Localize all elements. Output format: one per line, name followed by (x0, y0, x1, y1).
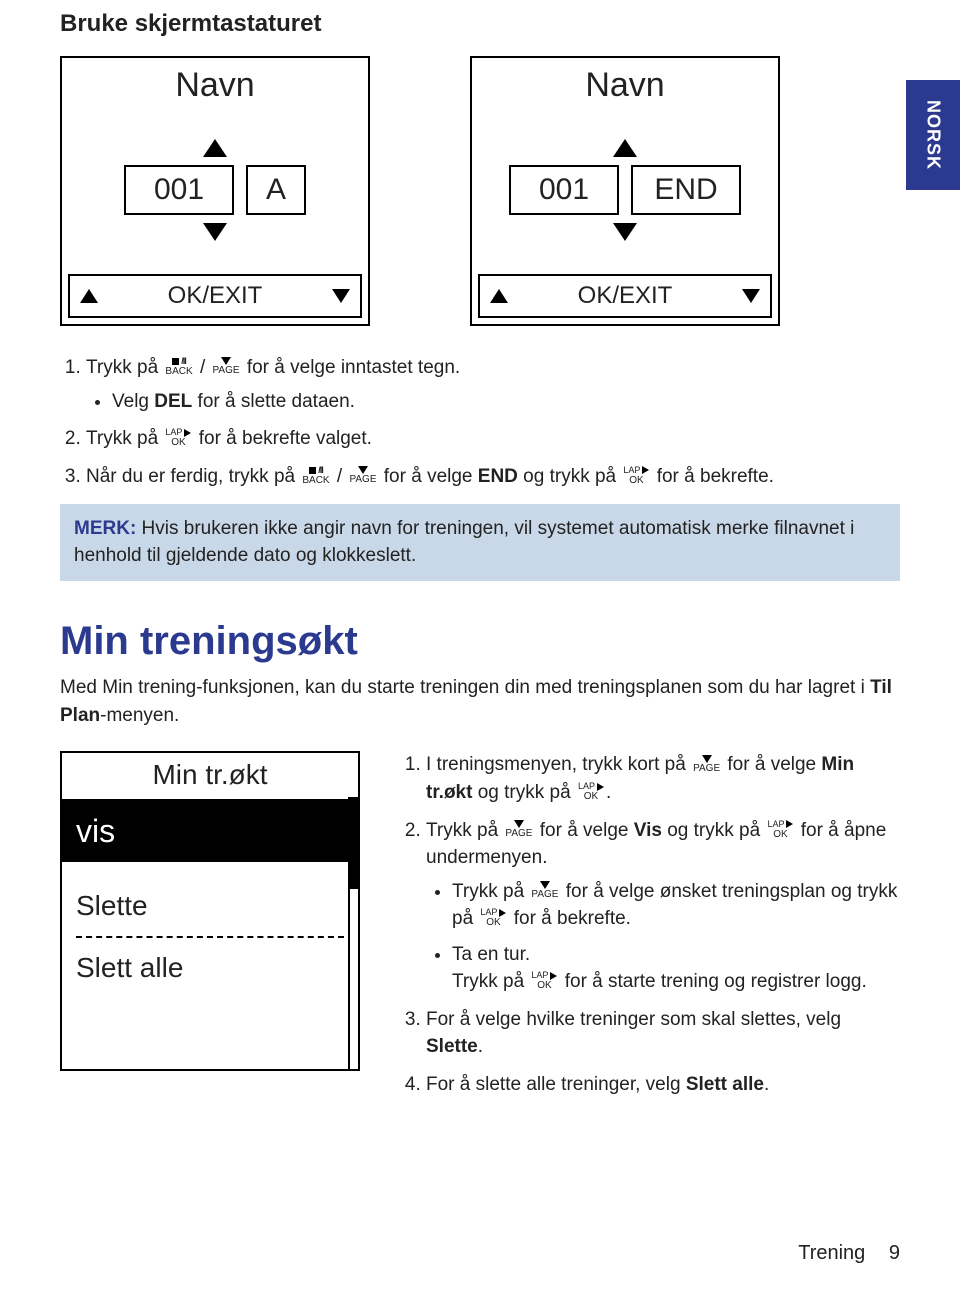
menu-item-slette: Slette (62, 880, 358, 932)
page-button-icon: PAGE (213, 357, 240, 376)
instruction-1: Trykk på /IIBACK / PAGE for å velge innt… (86, 354, 900, 415)
screen-b-char: END (631, 165, 741, 215)
up-arrow-icon (490, 289, 508, 303)
note-box: MERK: Hvis brukeren ikke angir navn for … (60, 504, 900, 581)
section-heading-workout: Min treningsøkt (60, 619, 900, 664)
section-title-keyboard: Bruke skjermtastaturet (60, 10, 900, 38)
instruction-2: Trykk på LAPOK for å bekrefte valget. (86, 425, 900, 453)
text: for å velge inntastet tegn. (247, 357, 460, 378)
text: for å velge (540, 820, 634, 841)
text: Ta en tur. (452, 944, 530, 965)
text: Trykk på (86, 428, 163, 449)
down-arrow-icon (332, 289, 350, 303)
screen-b-title: Navn (478, 66, 772, 105)
language-tab: NORSK (906, 80, 960, 190)
text: Velg (112, 391, 154, 412)
menu-item-vis: vis (62, 801, 358, 862)
page-number: 9 (889, 1242, 900, 1264)
page-button-icon: PAGE (349, 466, 376, 485)
lap-ok-button-icon: LAPOK (480, 908, 506, 928)
text: For å slette alle treninger, velg (426, 1074, 686, 1095)
del-label: DEL (154, 391, 192, 412)
screen-name-a: Navn 001 A OK/EXIT (60, 56, 370, 326)
page-button-icon: PAGE (531, 881, 558, 900)
menu-title: Min tr.økt (62, 753, 358, 799)
lap-ok-button-icon: LAPOK (767, 820, 793, 840)
lap-ok-button-icon: LAPOK (578, 782, 604, 802)
text: Trykk på (86, 357, 163, 378)
down-arrow-icon (613, 223, 637, 241)
workout-step-4: For å slette alle treninger, velg Slett … (426, 1071, 900, 1099)
screen-a-title: Navn (68, 66, 362, 105)
text: Trykk på (426, 820, 503, 841)
workout-lead: Med Min trening-funksjonen, kan du start… (60, 674, 900, 729)
screen-name-b: Navn 001 END OK/EXIT (470, 56, 780, 326)
lap-ok-button-icon: LAPOK (531, 971, 557, 991)
text: for å starte trening og registrer logg. (565, 971, 867, 992)
text: I treningsmenyen, trykk kort på (426, 754, 691, 775)
text: for å velge (384, 466, 478, 487)
workout-step-2-sub1: Trykk på PAGE for å velge ønsket trening… (452, 878, 900, 933)
keyboard-screens: Navn 001 A OK/EXIT Navn 001 END (60, 56, 900, 326)
screen-a-okexit: OK/EXIT (68, 274, 362, 318)
instruction-1-sub: Velg DEL for å slette dataen. (112, 388, 900, 416)
slash: / (200, 357, 205, 378)
text: Trykk på (452, 971, 529, 992)
workout-step-3: For å velge hvilke treninger som skal sl… (426, 1006, 900, 1061)
text: . (764, 1074, 769, 1095)
dashed-separator (76, 936, 344, 938)
menu-item-slett-alle: Slett alle (62, 942, 358, 994)
screen-b-number: 001 (509, 165, 619, 215)
menu-scrollbar (348, 797, 358, 1069)
text: for å velge (727, 754, 821, 775)
lap-ok-button-icon: LAPOK (623, 466, 649, 486)
page-footer: Trening 9 (798, 1242, 900, 1265)
up-arrow-icon (203, 139, 227, 157)
okexit-label: OK/EXIT (168, 282, 263, 310)
slettalle-label: Slett alle (686, 1074, 764, 1095)
screen-b-okexit: OK/EXIT (478, 274, 772, 318)
note-label: MERK: (74, 518, 136, 539)
text: og trykk på (518, 466, 622, 487)
workout-step-2: Trykk på PAGE for å velge Vis og trykk p… (426, 817, 900, 996)
text: Med Min trening-funksjonen, kan du start… (60, 677, 870, 698)
down-arrow-icon (203, 223, 227, 241)
text: . (606, 782, 611, 803)
text: For å velge hvilke treninger som skal sl… (426, 1009, 841, 1030)
text: for å bekrefte. (514, 908, 631, 929)
text: og trykk på (472, 782, 576, 803)
slette-label: Slette (426, 1036, 478, 1057)
text: for å slette dataen. (192, 391, 355, 412)
text: for å bekrefte valget. (199, 428, 372, 449)
back-button-icon: /IIBACK (302, 466, 329, 486)
text: for å bekrefte. (657, 466, 774, 487)
text: og trykk på (662, 820, 766, 841)
keyboard-instructions: Trykk på /IIBACK / PAGE for å velge innt… (60, 354, 900, 490)
menu-screen: Min tr.økt vis Slette Slett alle (60, 751, 360, 1071)
end-label: END (478, 466, 518, 487)
footer-label: Trening (798, 1242, 865, 1264)
workout-step-2-sub2: Ta en tur. Trykk på LAPOK for å starte t… (452, 941, 900, 996)
text: Når du er ferdig, trykk på (86, 466, 300, 487)
vis-label: Vis (634, 820, 662, 841)
lap-ok-button-icon: LAPOK (165, 428, 191, 448)
text: Trykk på (452, 881, 529, 902)
up-arrow-icon (80, 289, 98, 303)
workout-step-1: I treningsmenyen, trykk kort på PAGE for… (426, 751, 900, 806)
page-button-icon: PAGE (505, 820, 532, 839)
back-button-icon: /IIBACK (165, 357, 192, 377)
okexit-label: OK/EXIT (578, 282, 673, 310)
instruction-3: Når du er ferdig, trykk på /IIBACK / PAG… (86, 463, 900, 491)
note-text: Hvis brukeren ikke angir navn for trenin… (74, 518, 854, 566)
up-arrow-icon (613, 139, 637, 157)
down-arrow-icon (742, 289, 760, 303)
screen-a-number: 001 (124, 165, 234, 215)
text: . (478, 1036, 483, 1057)
text: -menyen. (100, 705, 179, 726)
workout-instructions: I treningsmenyen, trykk kort på PAGE for… (400, 751, 900, 1108)
slash: / (337, 466, 342, 487)
page-button-icon: PAGE (693, 755, 720, 774)
screen-a-char: A (246, 165, 306, 215)
